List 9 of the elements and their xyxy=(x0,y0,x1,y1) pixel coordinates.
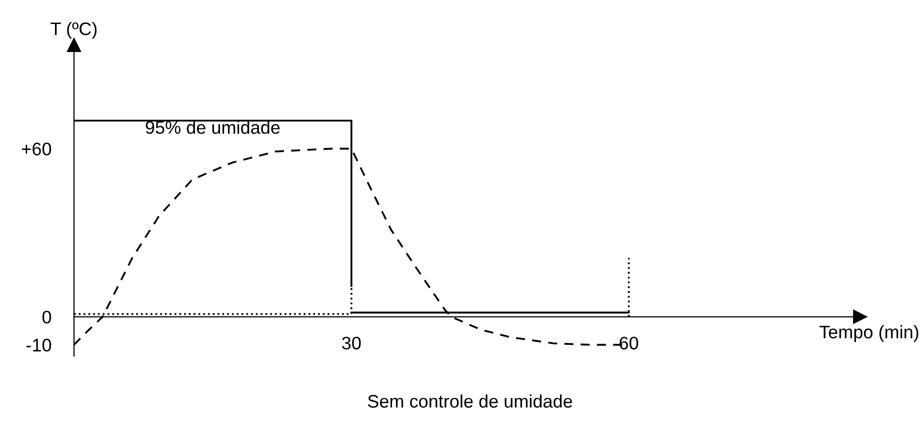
x-tick-label: 60 xyxy=(620,336,638,350)
y-tick-label: +60 xyxy=(22,142,52,156)
text: Sem controle de umidade xyxy=(368,394,572,408)
x-axis-title: Tempo (min) xyxy=(819,325,918,342)
y-axis-title: T (ºC) xyxy=(50,22,97,39)
y-tick-label: -10 xyxy=(26,338,52,352)
y-tick-label: 0 xyxy=(42,310,52,324)
annotation: 95% de umidade xyxy=(146,120,280,134)
x-tick-label: 30 xyxy=(342,336,361,350)
